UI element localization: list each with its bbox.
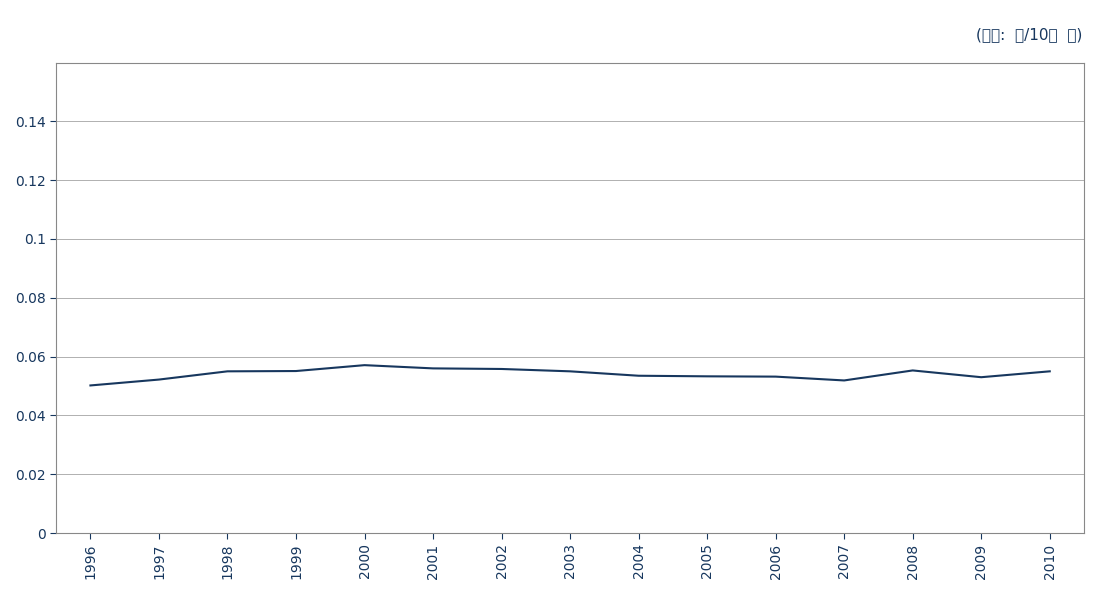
Text: (단위:  대/10억  원): (단위: 대/10억 원): [976, 27, 1083, 42]
